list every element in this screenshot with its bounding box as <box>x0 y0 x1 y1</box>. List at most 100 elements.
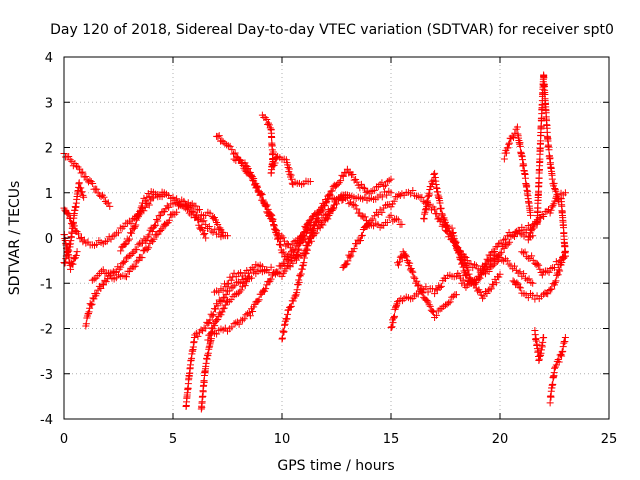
data-point <box>443 221 451 229</box>
data-point <box>145 231 153 239</box>
data-point <box>382 181 390 189</box>
data-point <box>389 319 397 327</box>
x-axis-label: GPS time / hours <box>277 458 394 474</box>
data-point <box>235 320 243 328</box>
data-point <box>349 248 357 256</box>
data-point <box>500 236 508 244</box>
data-point <box>278 232 286 240</box>
data-point <box>498 256 506 264</box>
data-point <box>505 139 513 147</box>
data-point <box>145 201 153 209</box>
data-point <box>376 223 384 231</box>
data-point <box>555 266 563 274</box>
data-point <box>561 189 569 197</box>
data-point <box>281 320 289 328</box>
data-point <box>343 193 351 201</box>
data-point <box>223 280 231 288</box>
data-point <box>145 244 153 252</box>
data-point <box>67 265 75 273</box>
data-point <box>141 197 149 205</box>
data-point <box>194 216 202 224</box>
data-point <box>378 193 386 201</box>
data-point <box>362 188 370 196</box>
data-point <box>304 238 312 246</box>
data-point <box>493 257 501 265</box>
data-point <box>553 190 561 198</box>
data-point <box>301 250 309 258</box>
data-point <box>491 248 499 256</box>
data-point <box>287 302 295 310</box>
data-point <box>148 227 156 235</box>
data-point <box>297 270 305 278</box>
data-point <box>97 285 105 293</box>
data-point <box>406 259 414 267</box>
data-point <box>122 273 130 281</box>
data-point <box>317 207 325 215</box>
data-point <box>240 315 248 323</box>
data-point <box>219 286 227 294</box>
data-point <box>483 255 491 263</box>
data-point <box>471 261 479 269</box>
data-point <box>268 215 276 223</box>
data-point <box>505 140 513 148</box>
data-point <box>554 261 562 269</box>
data-point <box>87 301 95 309</box>
data-points <box>60 71 569 413</box>
data-point <box>371 212 379 220</box>
data-point <box>554 271 562 279</box>
data-point <box>231 149 239 157</box>
data-point <box>98 280 106 288</box>
data-point <box>229 292 237 300</box>
data-point <box>93 290 101 298</box>
data-point <box>452 239 460 247</box>
data-point <box>382 201 390 209</box>
data-point <box>430 170 438 178</box>
data-point <box>224 232 231 240</box>
data-point <box>244 274 252 282</box>
data-point <box>125 268 133 276</box>
data-point <box>228 146 236 154</box>
data-point <box>143 193 151 201</box>
data-point <box>538 271 546 279</box>
data-point <box>213 316 221 324</box>
data-point <box>511 233 519 241</box>
data-point <box>558 256 566 264</box>
data-point <box>217 297 225 305</box>
data-point <box>100 193 108 201</box>
y-tick-label: -3 <box>40 368 53 383</box>
data-point <box>392 215 400 223</box>
data-point <box>124 253 132 261</box>
data-point <box>280 328 288 336</box>
data-point <box>165 216 173 224</box>
data-point <box>328 187 336 195</box>
data-point <box>254 183 262 191</box>
data-point <box>540 334 548 342</box>
data-point <box>551 364 558 372</box>
data-point <box>409 186 417 194</box>
x-tick-label: 25 <box>601 432 618 447</box>
data-point <box>168 211 176 219</box>
data-point <box>200 378 208 386</box>
data-point <box>144 233 152 241</box>
data-point <box>307 234 315 242</box>
data-point <box>551 186 559 194</box>
data-point <box>535 261 543 269</box>
data-point <box>300 228 308 236</box>
data-point <box>395 191 403 199</box>
data-point <box>351 202 359 210</box>
data-point <box>549 380 557 388</box>
data-point <box>279 334 287 342</box>
data-point <box>444 223 452 231</box>
data-point <box>77 184 85 192</box>
data-point <box>523 276 531 284</box>
data-point <box>524 236 532 244</box>
data-point <box>548 175 556 183</box>
data-point <box>97 192 105 200</box>
data-point <box>289 297 297 305</box>
data-point <box>545 146 553 154</box>
data-point <box>437 204 445 212</box>
data-point <box>279 234 287 242</box>
data-point <box>246 312 254 320</box>
data-point <box>222 298 230 306</box>
data-point <box>484 256 492 264</box>
